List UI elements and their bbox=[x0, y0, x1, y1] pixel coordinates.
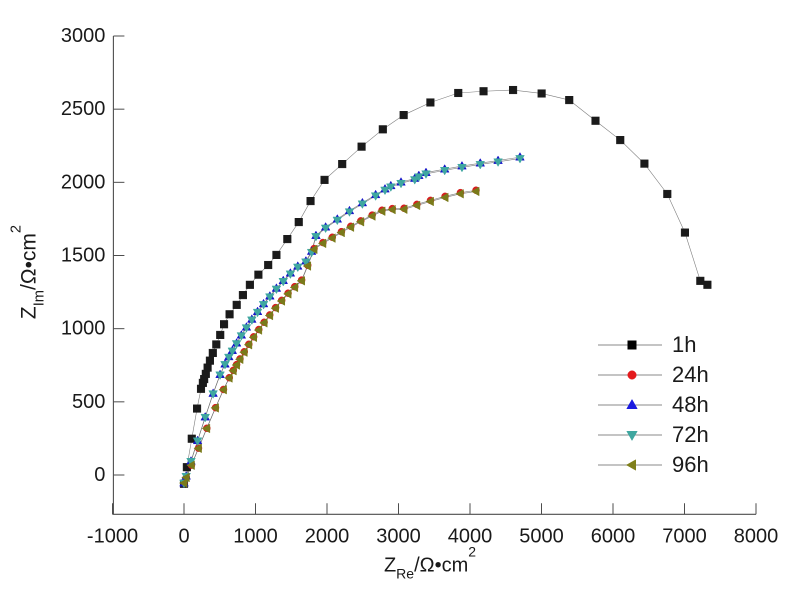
svg-text:48h: 48h bbox=[672, 392, 709, 417]
svg-text:1500: 1500 bbox=[61, 245, 106, 267]
svg-text:96h: 96h bbox=[672, 452, 709, 477]
svg-text:6000: 6000 bbox=[591, 525, 636, 547]
svg-text:1000: 1000 bbox=[61, 318, 106, 340]
svg-text:2000: 2000 bbox=[305, 525, 350, 547]
svg-text:1000: 1000 bbox=[233, 525, 278, 547]
svg-text:1h: 1h bbox=[672, 332, 696, 357]
svg-text:5000: 5000 bbox=[519, 525, 564, 547]
svg-text:3000: 3000 bbox=[61, 25, 106, 47]
svg-text:0: 0 bbox=[94, 464, 105, 486]
svg-text:72h: 72h bbox=[672, 422, 709, 447]
svg-text:0: 0 bbox=[178, 525, 189, 547]
svg-text:2000: 2000 bbox=[61, 171, 106, 193]
svg-text:24h: 24h bbox=[672, 362, 709, 387]
svg-text:2500: 2500 bbox=[61, 98, 106, 120]
svg-text:8000: 8000 bbox=[734, 525, 779, 547]
svg-text:3000: 3000 bbox=[376, 525, 421, 547]
svg-text:500: 500 bbox=[72, 391, 105, 413]
svg-text:-1000: -1000 bbox=[87, 525, 138, 547]
svg-text:7000: 7000 bbox=[662, 525, 707, 547]
